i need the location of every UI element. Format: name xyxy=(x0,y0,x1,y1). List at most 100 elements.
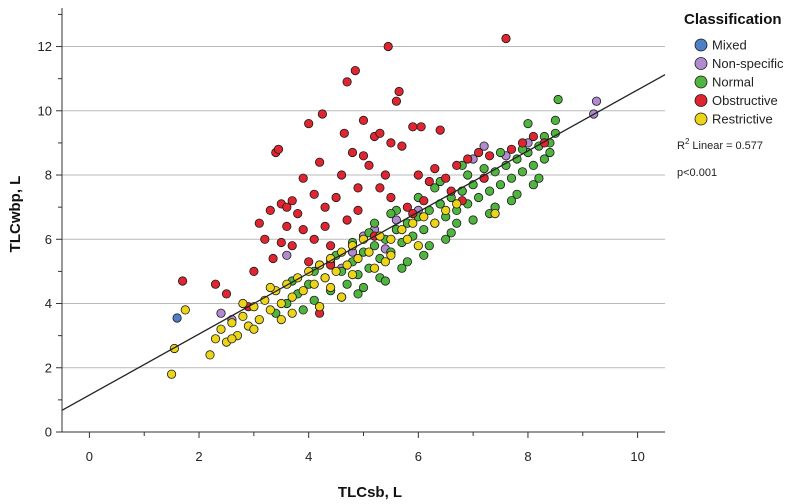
point-restrictive-55 xyxy=(347,269,358,280)
point-obstructive-22 xyxy=(331,192,341,203)
point-restrictive-14 xyxy=(265,305,275,315)
point-normal-39 xyxy=(517,167,528,177)
point-obstructive-4 xyxy=(249,266,259,276)
point-obstructive-12 xyxy=(282,221,292,231)
regression-line-group xyxy=(61,74,666,411)
y-tick-label-12: 12 xyxy=(38,39,52,54)
point-obstructive-51 xyxy=(506,144,517,154)
point-normal-31 xyxy=(473,192,484,203)
point-normal-72 xyxy=(463,170,473,180)
point-obstructive-23 xyxy=(336,170,347,180)
legend-marker-restrictive xyxy=(694,112,708,126)
point-restrictive-39 xyxy=(441,205,451,215)
point-obstructive-7 xyxy=(265,205,275,215)
point-obstructive-1 xyxy=(210,279,221,289)
point-obstructive-25 xyxy=(342,77,352,87)
x-tick-label-10: 10 xyxy=(630,449,644,464)
point-normal-80 xyxy=(506,196,517,206)
point-normal-81 xyxy=(528,180,539,190)
point-obstructive-13 xyxy=(287,241,297,251)
point-restrictive-24 xyxy=(320,273,330,283)
point-obstructive-42 xyxy=(416,122,426,132)
point-non-specific-2 xyxy=(282,250,292,260)
x-tick-label-6: 6 xyxy=(415,449,422,464)
regression-line xyxy=(61,74,666,411)
point-restrictive-47 xyxy=(336,292,347,302)
point-normal-79 xyxy=(452,218,462,228)
point-mixed-0 xyxy=(172,313,182,323)
point-normal-47 xyxy=(553,94,563,105)
y-tick-label-10: 10 xyxy=(38,103,52,118)
data-points xyxy=(167,33,602,379)
legend-label-mixed: Mixed xyxy=(712,38,747,53)
point-normal-63 xyxy=(446,228,456,238)
point-obstructive-37 xyxy=(394,86,404,97)
r2-prefix: R xyxy=(677,140,685,152)
x-axis-ticks: 0 2 4 6 8 10 xyxy=(86,432,645,464)
r2-annotation: R2 Linear = 0.577 xyxy=(677,137,763,152)
point-obstructive-30 xyxy=(364,160,374,170)
p-value-annotation: p<0.001 xyxy=(677,167,717,179)
point-obstructive-71 xyxy=(375,183,385,193)
point-normal-46 xyxy=(550,115,561,126)
point-restrictive-38 xyxy=(430,218,440,228)
point-obstructive-73 xyxy=(276,237,286,248)
point-restrictive-5 xyxy=(216,324,226,334)
point-normal-89 xyxy=(545,147,555,158)
point-obstructive-8 xyxy=(268,253,278,264)
point-restrictive-37 xyxy=(419,212,429,222)
point-normal-59 xyxy=(358,282,369,293)
point-restrictive-22 xyxy=(309,279,319,289)
grid-lines xyxy=(62,46,665,369)
point-normal-3 xyxy=(309,295,319,305)
point-non-specific-12 xyxy=(479,141,489,151)
y-tick-label-4: 4 xyxy=(45,296,52,311)
point-normal-61 xyxy=(402,257,412,267)
point-obstructive-59 xyxy=(298,225,308,235)
point-obstructive-17 xyxy=(309,234,319,244)
point-restrictive-0 xyxy=(167,369,177,379)
point-obstructive-24 xyxy=(339,128,349,138)
point-non-specific-0 xyxy=(216,308,226,318)
point-obstructive-49 xyxy=(484,151,495,161)
y-tick-label-2: 2 xyxy=(45,360,52,375)
legend-marker-normal xyxy=(694,75,708,89)
point-obstructive-5 xyxy=(254,218,264,228)
point-restrictive-7 xyxy=(227,318,237,328)
y-tick-label-6: 6 xyxy=(45,232,52,247)
point-restrictive-45 xyxy=(287,308,297,318)
point-obstructive-52 xyxy=(517,138,528,148)
point-obstructive-19 xyxy=(317,109,327,119)
point-obstructive-41 xyxy=(413,170,423,180)
point-restrictive-20 xyxy=(298,286,308,296)
point-restrictive-28 xyxy=(342,260,352,270)
legend-label-restrictive: Restrictive xyxy=(712,112,773,127)
point-restrictive-43 xyxy=(249,324,259,334)
point-obstructive-6 xyxy=(260,234,270,244)
point-restrictive-32 xyxy=(364,247,374,257)
point-obstructive-15 xyxy=(298,173,308,183)
point-restrictive-49 xyxy=(386,250,396,260)
point-normal-73 xyxy=(495,147,506,158)
point-restrictive-18 xyxy=(287,292,297,302)
point-obstructive-10 xyxy=(273,144,284,154)
point-obstructive-32 xyxy=(375,128,385,138)
point-obstructive-46 xyxy=(452,160,462,170)
axes xyxy=(61,8,665,433)
point-normal-7 xyxy=(342,279,352,289)
legend-label-non-specific: Non-specific xyxy=(712,56,784,71)
point-obstructive-38 xyxy=(397,141,407,151)
point-obstructive-48 xyxy=(473,147,484,158)
point-obstructive-33 xyxy=(380,170,390,180)
point-normal-71 xyxy=(430,183,440,193)
point-obstructive-47 xyxy=(463,154,473,164)
point-restrictive-51 xyxy=(413,241,423,251)
x-tick-label-0: 0 xyxy=(86,449,93,464)
point-obstructive-74 xyxy=(282,202,292,212)
point-obstructive-68 xyxy=(287,196,297,206)
x-tick-label-4: 4 xyxy=(305,449,312,464)
point-normal-57 xyxy=(298,305,308,315)
point-normal-83 xyxy=(419,250,429,260)
point-normal-41 xyxy=(528,160,539,170)
legend-marker-non-specific xyxy=(694,57,708,70)
